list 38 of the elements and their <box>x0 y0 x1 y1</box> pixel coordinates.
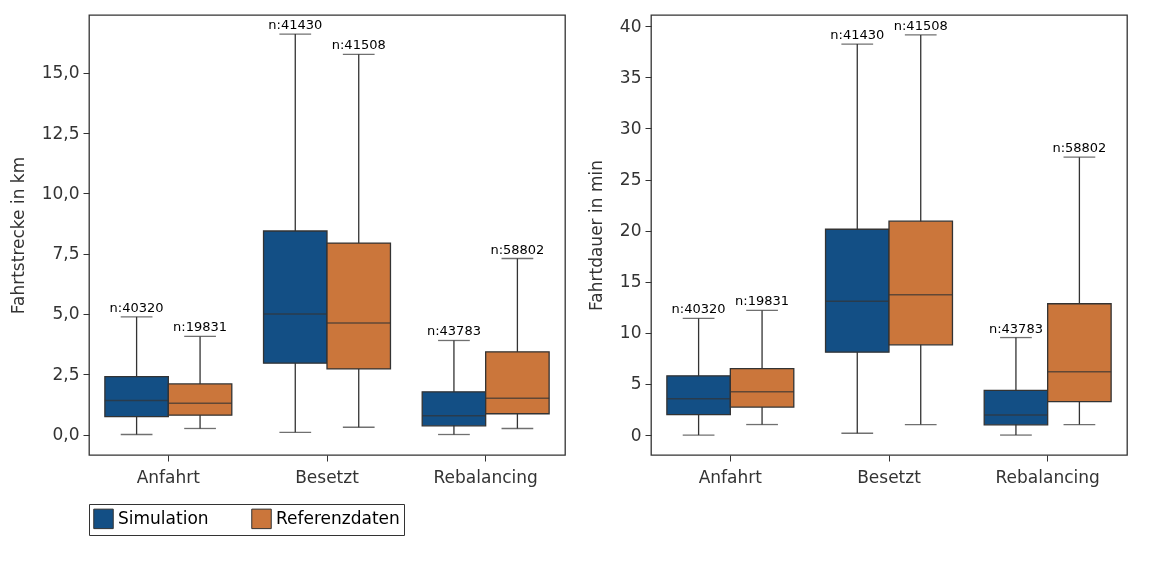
y-tick-label: 0 <box>630 424 642 445</box>
y-tick-label: 25 <box>619 169 642 190</box>
y-axis-title: Fahrtdauer in min <box>585 160 606 311</box>
y-tick-label: 10,0 <box>41 182 80 203</box>
y-tick-label: 30 <box>619 117 642 138</box>
y-tick-label: 7,5 <box>52 243 80 264</box>
annotation: n:19831 <box>735 293 790 309</box>
x-tick-label: Rebalancing <box>995 466 1100 487</box>
y-tick-label: 12,5 <box>41 122 80 143</box>
y-tick-label: 15 <box>619 271 642 292</box>
annotation: n:40320 <box>671 301 726 317</box>
y-tick-label: 35 <box>619 66 642 87</box>
annotation: n:58802 <box>1052 140 1107 156</box>
x-tick-label: Anfahrt <box>136 466 201 487</box>
y-tick-label: 2,5 <box>52 363 80 384</box>
y-tick-label: 10 <box>619 322 642 343</box>
annotation: n:43783 <box>988 320 1043 336</box>
y-tick-label: 15,0 <box>41 62 80 83</box>
y-tick-label: 20 <box>619 220 642 241</box>
annotation: n:19831 <box>173 319 228 335</box>
annotation: n:58802 <box>490 241 545 257</box>
annotation: n:40320 <box>109 299 164 315</box>
x-tick-label: Anfahrt <box>698 466 763 487</box>
y-tick-label: 0,0 <box>52 424 80 445</box>
y-axis-title: Fahrtstrecke in km <box>7 156 28 315</box>
annotation: n:41430 <box>268 17 323 33</box>
annotation: n:43783 <box>426 323 481 339</box>
annotation: n:41508 <box>331 37 386 53</box>
y-tick-label: 40 <box>619 15 642 36</box>
x-tick-label: Rebalancing <box>433 466 538 487</box>
annotation: n:41508 <box>893 17 948 33</box>
annotation: n:41430 <box>830 27 885 43</box>
y-tick-label: 5,0 <box>52 303 80 324</box>
x-tick-label: Besetzt <box>857 466 922 487</box>
legend-label: Referenzdaten <box>276 507 400 528</box>
y-tick-label: 5 <box>630 373 642 394</box>
legend-label: Simulation <box>118 507 209 528</box>
x-tick-label: Besetzt <box>295 466 360 487</box>
